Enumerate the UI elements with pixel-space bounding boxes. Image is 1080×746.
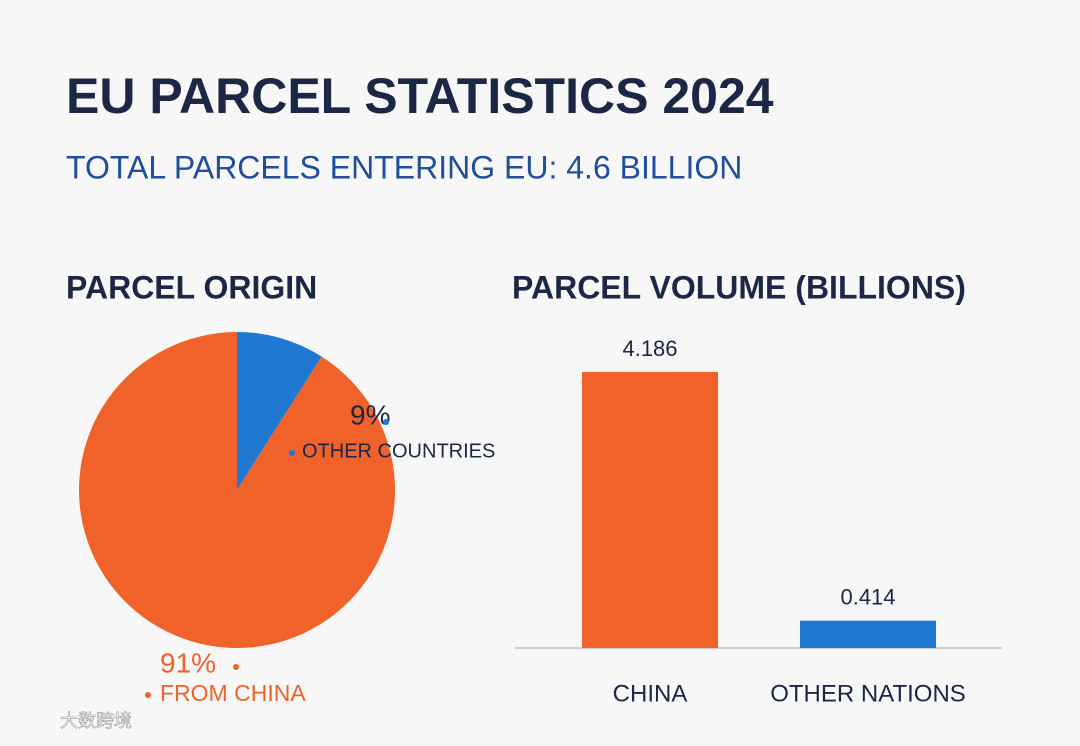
pie-slice: [237, 332, 322, 490]
bar-value-label: 4.186: [622, 336, 677, 361]
bar: [800, 620, 936, 648]
slice-value-label: 91%: [160, 647, 216, 678]
pie-title: PARCEL ORIGIN: [66, 269, 317, 305]
bullet: [289, 450, 295, 456]
x-category-label: OTHER NATIONS: [770, 680, 966, 707]
x-category-label: CHINA: [613, 680, 688, 707]
bar: [582, 372, 718, 648]
page-title: EU PARCEL STATISTICS 2024: [66, 68, 774, 124]
watermark: 大数跨境: [60, 711, 132, 731]
slice-category-label: OTHER COUNTRIES: [302, 440, 495, 462]
bullet: [145, 692, 151, 698]
slice-value-label: 9%: [350, 399, 390, 430]
bullet: [383, 419, 389, 425]
bullet: [233, 664, 239, 670]
slice-category-label: FROM CHINA: [160, 680, 306, 706]
bar-title: PARCEL VOLUME (BILLIONS): [512, 269, 966, 305]
pie-slice: [79, 332, 396, 649]
page-subtitle: TOTAL PARCELS ENTERING EU: 4.6 BILLION: [66, 149, 742, 185]
bar-value-label: 0.414: [840, 585, 895, 610]
